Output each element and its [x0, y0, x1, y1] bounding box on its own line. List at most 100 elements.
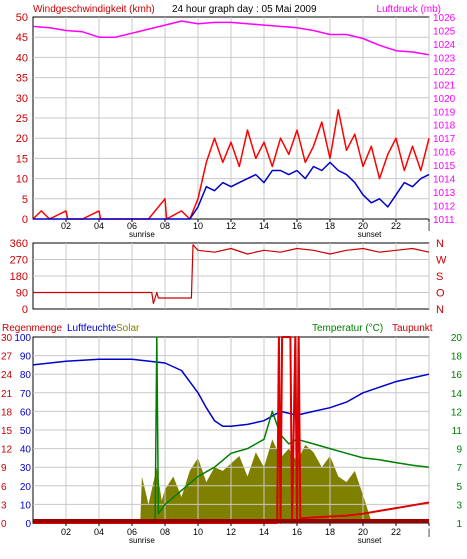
x-tick-label: 22	[391, 221, 401, 231]
wind-tick-label: 10	[16, 174, 28, 186]
humidity-temperature-panel: Regenmenge Luftfeuchte Solar Temperatur …	[1, 323, 462, 545]
temperature-axis: 1 3 5 7 9 11 12 14 16 18 20	[451, 333, 463, 530]
x-tick-label: 12	[226, 221, 236, 231]
rain-tick-label: 27	[1, 352, 13, 363]
compass-label: N	[436, 238, 444, 250]
compass-label: O	[436, 288, 445, 300]
sunset-label: sunset	[358, 536, 382, 545]
humidity-tick-label: 50	[20, 426, 32, 437]
compass-label: W	[436, 255, 447, 267]
wind-tick-label: 30	[16, 93, 28, 105]
rain-tick-label: 12	[1, 445, 13, 456]
temperature-tick-label: 5	[456, 482, 462, 493]
compass-label: S	[436, 271, 443, 283]
wind-direction-line	[33, 244, 430, 305]
temperature-tick-label: 20	[451, 333, 463, 344]
x-tick-label: 16	[292, 527, 302, 537]
temperature-tick-label: 9	[456, 445, 462, 456]
pressure-tick-label: 1025	[433, 26, 456, 37]
x-tick-label: 10	[193, 221, 203, 231]
pressure-tick-label: 1019	[433, 107, 456, 118]
x-tick-label: 02	[61, 527, 71, 537]
pressure-tick-label: 1026	[433, 13, 456, 24]
panel2-series	[33, 244, 430, 305]
pressure-tick-label: 1012	[433, 202, 456, 213]
pressure-tick-label: 1020	[433, 94, 456, 105]
sunrise-label: sunrise	[129, 230, 155, 239]
wind-tick-label: 25	[16, 113, 28, 125]
temperature-line	[33, 336, 430, 524]
x-tick-label: 08	[160, 527, 170, 537]
pressure-tick-label: 1013	[433, 188, 456, 199]
rain-tick-label: 18	[1, 407, 13, 418]
humidity-tick-label: 40	[20, 445, 32, 456]
x-tick-label: 06	[127, 527, 137, 537]
pressure-line	[32, 20, 430, 56]
temperature-tick-label: 11	[452, 426, 463, 437]
humidity-tick-label: 0	[25, 519, 31, 530]
temperature-tick-label: 12	[451, 407, 463, 418]
legend-regenmenge: Regenmenge	[2, 323, 62, 334]
humidity-tick-label: 30	[20, 463, 32, 474]
wind-tick-label: 5	[22, 194, 28, 206]
direction-tick-label: 270	[10, 255, 28, 267]
wind-tick-label: 15	[16, 153, 28, 165]
x-tick-label: 04	[94, 221, 104, 231]
rain-tick-label: 30	[1, 333, 13, 344]
x-tick-label: 08	[160, 221, 170, 231]
legend-taupunkt: Taupunkt	[392, 323, 433, 334]
direction-degree-axis: 0 90 180 270 360	[10, 238, 28, 316]
wind-speed-line	[33, 161, 430, 220]
direction-tick-label: 360	[10, 238, 28, 250]
rain-tick-label: 15	[1, 426, 13, 437]
sunset-label: sunset	[358, 230, 382, 239]
humidity-tick-label: 60	[20, 407, 32, 418]
humidity-tick-label: 90	[20, 352, 32, 363]
temperature-tick-label: 7	[456, 463, 462, 474]
rain-tick-label: 9	[1, 463, 7, 474]
pressure-tick-label: 1022	[433, 67, 456, 78]
x-tick-label: 20	[358, 527, 368, 537]
pressure-tick-label: 1024	[433, 40, 456, 51]
rain-tick-label: 3	[1, 500, 7, 511]
humidity-tick-label: 20	[20, 482, 32, 493]
pressure-tick-label: 1014	[433, 175, 456, 186]
pressure-axis-title: Luftdruck (mb)	[377, 4, 441, 15]
pressure-tick-label: 1011	[433, 215, 455, 226]
panel3-hour-axis: 02 04 06 08 10 12 14 16 18 20 22 | sunrise sunset	[61, 523, 430, 545]
wind-tick-label: 40	[16, 52, 28, 64]
rain-tick-label: 6	[1, 482, 7, 493]
direction-tick-label: 90	[16, 288, 28, 300]
x-tick-label: 18	[325, 221, 335, 231]
x-tick-label: 12	[226, 527, 236, 537]
pressure-tick-label: 1023	[433, 53, 456, 64]
x-tick-label: 06	[127, 221, 137, 231]
humidity-tick-label: 70	[20, 389, 32, 400]
temperature-tick-label: 14	[451, 389, 463, 400]
direction-tick-label: 0	[22, 304, 28, 316]
temperature-tick-label: 16	[451, 370, 463, 381]
x-tick-label: 22	[391, 527, 401, 537]
pressure-tick-label: 1017	[433, 134, 456, 145]
panel3-series	[32, 336, 430, 524]
temperature-tick-label: 18	[451, 352, 463, 363]
pressure-tick-label: 1018	[433, 121, 456, 132]
pressure-axis: 1011 1012 1013 1014 1015 1016 1017 1018 1019 1020…	[433, 13, 456, 226]
legend-luftfeuchte: Luftfeuchte	[67, 323, 117, 334]
compass-label: N	[436, 304, 444, 316]
x-tick-label: 16	[292, 221, 302, 231]
legend-temperatur: Temperatur (°C)	[312, 323, 383, 334]
temperature-tick-label: 1	[456, 519, 462, 530]
pressure-tick-label: 1021	[433, 80, 456, 91]
rain-tick-label: 0	[1, 519, 7, 530]
x-tick-label: 20	[358, 221, 368, 231]
x-tick-label: 18	[325, 527, 335, 537]
panel1-hour-axis: 02 04 06 08 10 12 14 16 18 20 22 | sunrise sunset	[61, 219, 430, 239]
panel1-series	[32, 20, 430, 220]
x-tick-label: 02	[61, 221, 71, 231]
legend-solar: Solar	[116, 323, 140, 334]
